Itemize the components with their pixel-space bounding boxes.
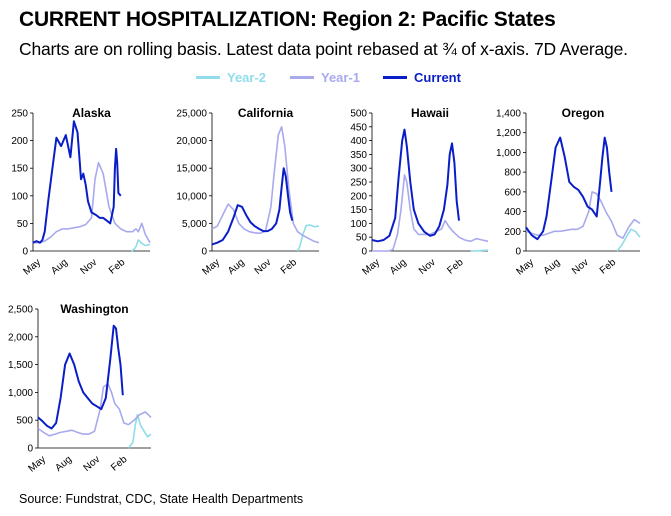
x-tick-label: May: [515, 257, 537, 278]
page-subtitle: Charts are on rolling basis. Latest data…: [19, 39, 628, 59]
y-tick-label: 50: [17, 219, 29, 230]
series-line-year-2: [296, 224, 320, 252]
series-line-year-2: [616, 228, 641, 252]
chart-oregon: 0 200 400 600 800 1,000 1,200 1,400 May Aug Nov Feb…: [496, 106, 641, 278]
series-line-current: [211, 167, 294, 246]
y-tick-label: 200: [11, 136, 28, 147]
y-tick-label: 150: [350, 205, 367, 216]
y-tick-label: 15,000: [176, 164, 207, 175]
y-tick-label: 1,200: [496, 128, 521, 139]
legend-swatch-year1: [290, 76, 314, 79]
series-line-year-2: [470, 249, 489, 252]
chart-washington: 0 500 1,000 1,500 2,000 2,500 May Aug Nov Feb Wash…: [8, 302, 152, 475]
y-tick-label: 20,000: [176, 136, 207, 147]
legend-label-year1: Year-1: [321, 70, 361, 85]
series-line-current: [371, 128, 460, 243]
y-tick-label: 10,000: [176, 191, 207, 202]
chart-title: Hawaii: [411, 106, 449, 120]
y-tick-label: 250: [350, 178, 367, 189]
x-tick-label: Feb: [109, 454, 130, 474]
series-line-year-1: [33, 161, 151, 244]
y-tick-label: 0: [361, 247, 367, 258]
y-tick-label: 150: [11, 164, 28, 175]
x-tick-label: May: [27, 454, 49, 475]
series-line-year-1: [525, 191, 641, 239]
y-tick-label: 2,500: [8, 305, 33, 316]
y-tick-label: 350: [350, 150, 367, 161]
y-tick-label: 200: [350, 191, 367, 202]
y-tick-label: 500: [16, 416, 33, 427]
y-tick-label: 2,000: [8, 332, 33, 343]
y-tick-label: 300: [350, 164, 367, 175]
series-line-year-1: [37, 383, 152, 437]
legend-item-year2: Year-2: [196, 70, 266, 85]
y-tick-label: 1,500: [8, 360, 33, 371]
x-tick-label: Nov: [570, 257, 591, 277]
y-tick-label: 1,400: [496, 109, 521, 120]
y-tick-label: 450: [350, 122, 367, 133]
series-line-year-1: [211, 125, 320, 244]
chart-title: California: [238, 106, 294, 120]
series-line-current: [32, 120, 122, 244]
y-tick-label: 400: [504, 207, 521, 218]
y-tick-label: 0: [515, 247, 521, 258]
series-line-current: [37, 324, 124, 430]
y-tick-label: 200: [504, 227, 521, 238]
legend-item-year1: Year-1: [290, 70, 360, 85]
legend-swatch-year2: [196, 76, 220, 79]
y-tick-label: 500: [350, 109, 367, 120]
legend-swatch-current: [383, 76, 407, 79]
y-tick-label: 100: [350, 219, 367, 230]
y-tick-label: 400: [350, 136, 367, 147]
y-tick-label: 800: [504, 168, 521, 179]
y-tick-label: 1,000: [8, 388, 33, 399]
x-tick-label: Nov: [82, 454, 103, 474]
legend: Year-2 Year-1 Current: [0, 70, 671, 88]
legend-label-year2: Year-2: [227, 70, 267, 85]
chart-title: Alaska: [72, 106, 111, 120]
chart-title: Washington: [60, 302, 128, 316]
x-tick-label: Feb: [598, 257, 619, 277]
chart-title: Oregon: [562, 106, 605, 120]
series-line-year-2: [127, 413, 152, 449]
y-tick-label: 250: [11, 109, 28, 120]
y-tick-label: 0: [27, 444, 33, 455]
x-tick-label: Aug: [53, 454, 74, 474]
y-tick-label: 600: [504, 187, 521, 198]
y-tick-label: 5,000: [182, 219, 207, 230]
y-tick-label: 50: [356, 233, 368, 244]
source-note: Source: Fundstrat, CDC, State Health Dep…: [19, 492, 304, 506]
page-title: CURRENT HOSPITALIZATION: Region 2: Pacif…: [19, 8, 556, 31]
legend-label-current: Current: [414, 70, 461, 85]
series-line-current: [525, 136, 613, 241]
y-tick-label: 25,000: [176, 109, 207, 120]
y-tick-label: 100: [11, 191, 28, 202]
y-tick-label: 0: [201, 247, 207, 258]
x-tick-label: Aug: [542, 257, 563, 277]
series-line-year-2: [130, 239, 151, 252]
y-tick-label: 1,000: [496, 148, 521, 159]
legend-item-current: Current: [383, 70, 461, 85]
y-tick-label: 0: [22, 247, 28, 258]
series-line-year-1: [372, 174, 489, 252]
